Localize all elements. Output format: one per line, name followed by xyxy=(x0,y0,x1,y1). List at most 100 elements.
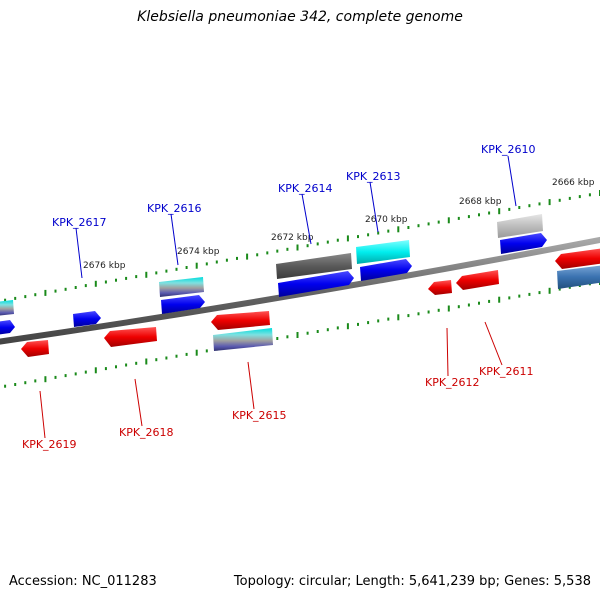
scale-tick-upper xyxy=(165,269,168,273)
scale-tick-lower xyxy=(478,301,480,305)
gene-kpk-2610[interactable] xyxy=(500,233,547,254)
gene-kpk-2618[interactable] xyxy=(104,327,157,347)
gene-label-kpk-2613[interactable]: KPK_2613 xyxy=(346,170,401,183)
scale-tick-upper xyxy=(14,296,17,300)
scale-tick-upper xyxy=(266,251,269,255)
scale-tick-upper xyxy=(568,196,571,200)
scale-tick-lower xyxy=(387,317,390,321)
gene-left-edge-homolog[interactable] xyxy=(0,300,14,316)
scale-tick-lower xyxy=(336,326,339,330)
scale-tick-upper xyxy=(34,293,37,297)
gene-kpk-2613[interactable] xyxy=(360,259,412,281)
genome-title: Klebsiella pneumoniae 342, complete geno… xyxy=(137,9,463,25)
scale-tick-upper xyxy=(447,217,450,224)
scale-tick-lower xyxy=(54,375,57,379)
gene-kpk-2610-homolog[interactable] xyxy=(497,214,543,238)
scale-tick-lower xyxy=(427,310,430,314)
gene-kpk-2616-homolog[interactable] xyxy=(159,277,204,297)
scale-tick-upper xyxy=(135,275,138,279)
scale-tick-lower xyxy=(528,292,531,296)
scale-tick-upper xyxy=(346,235,349,242)
scale-ticks-upper xyxy=(4,190,600,302)
genome-backbone xyxy=(0,236,600,345)
scale-tick-lower xyxy=(34,379,37,383)
gene-right-edge-homolog[interactable] xyxy=(557,265,600,289)
gene-label-kpk-2615[interactable]: KPK_2615 xyxy=(232,409,287,422)
scale-tick-lower xyxy=(508,296,511,300)
scale-tick-upper xyxy=(175,267,178,271)
scale-tick-upper xyxy=(104,280,107,284)
scale-tick-upper xyxy=(437,220,440,224)
gene-label-kpk-2619[interactable]: KPK_2619 xyxy=(22,438,77,451)
scale-tick-upper xyxy=(397,226,400,233)
gene-label-kpk-2618[interactable]: KPK_2618 xyxy=(119,426,174,439)
scale-label-2674: 2674 kbp xyxy=(177,247,220,257)
gene-kpk-2611[interactable] xyxy=(456,270,499,290)
gene-kpk-2615[interactable] xyxy=(211,311,270,330)
gene-label-kpk-2614[interactable]: KPK_2614 xyxy=(278,182,333,195)
scale-tick-lower xyxy=(498,296,501,303)
scale-tick-upper xyxy=(336,238,339,242)
gene-kpk-2616[interactable] xyxy=(161,295,205,314)
scale-tick-upper xyxy=(74,286,77,289)
gene-kpk-2612[interactable] xyxy=(428,280,452,295)
scale-tick-upper xyxy=(316,242,319,246)
callout-kpk-2617 xyxy=(75,227,83,279)
scale-tick-lower xyxy=(457,305,460,309)
scale-tick-upper xyxy=(256,253,259,257)
callout-kpk-2619 xyxy=(39,390,46,439)
scale-tick-upper xyxy=(518,206,521,209)
callout-kpk-2615 xyxy=(247,361,255,410)
scale-tick-lower xyxy=(286,335,289,339)
scale-tick-lower xyxy=(548,287,551,294)
scale-tick-lower xyxy=(558,287,561,291)
scale-tick-upper xyxy=(225,258,228,262)
scale-tick-upper xyxy=(215,260,218,264)
scale-tick-lower xyxy=(125,363,128,367)
scale-label-2672: 2672 kbp xyxy=(271,233,314,243)
scale-tick-upper xyxy=(528,204,531,208)
scale-tick-upper xyxy=(115,278,117,282)
scale-tick-lower xyxy=(4,384,7,388)
scale-tick-upper xyxy=(125,276,128,280)
scale-tick-upper xyxy=(155,271,158,275)
callout-kpk-2618 xyxy=(134,378,143,427)
scale-tick-lower xyxy=(104,367,107,371)
scale-tick-lower xyxy=(437,308,440,312)
gene-label-kpk-2616[interactable]: KPK_2616 xyxy=(147,202,202,215)
gene-label-kpk-2610[interactable]: KPK_2610 xyxy=(481,143,536,156)
scale-tick-lower xyxy=(306,331,309,335)
scale-tick-lower xyxy=(74,372,77,376)
callout-kpk-2613 xyxy=(369,181,379,233)
scale-tick-upper xyxy=(84,284,87,288)
gene-left-edge-forward[interactable] xyxy=(0,320,15,335)
scale-label-2670: 2670 kbp xyxy=(365,215,408,225)
gene-right-edge-reverse[interactable] xyxy=(555,248,600,269)
gene-label-kpk-2612[interactable]: KPK_2612 xyxy=(425,376,480,389)
scale-tick-lower xyxy=(14,383,17,386)
scale-tick-lower xyxy=(145,358,148,365)
gene-kpk-2613-homolog[interactable] xyxy=(356,240,410,264)
gene-kpk-2615-homolog[interactable] xyxy=(213,328,273,351)
gene-kpk-2619[interactable] xyxy=(21,340,49,357)
scale-tick-upper xyxy=(407,226,410,229)
scale-tick-lower xyxy=(24,381,27,385)
gene-label-kpk-2617[interactable]: KPK_2617 xyxy=(52,216,107,229)
label-callouts xyxy=(39,155,517,439)
scale-tick-upper xyxy=(387,229,390,233)
scale-tick-upper xyxy=(185,266,188,269)
scale-tick-lower xyxy=(407,314,410,318)
gene-label-kpk-2611[interactable]: KPK_2611 xyxy=(479,365,534,378)
scale-label-2666: 2666 kbp xyxy=(552,178,595,188)
gene-kpk-2614-homolog[interactable] xyxy=(276,253,352,279)
scale-tick-lower xyxy=(205,349,208,353)
scale-tick-upper xyxy=(357,235,359,239)
gene-kpk-2614[interactable] xyxy=(278,271,354,297)
scale-tick-lower xyxy=(44,376,47,383)
scale-tick-upper xyxy=(588,193,591,197)
scale-tick-upper xyxy=(377,231,380,235)
gene-kpk-2617[interactable] xyxy=(73,311,101,327)
scale-tick-upper xyxy=(417,224,420,228)
scale-tick-upper xyxy=(286,247,289,251)
